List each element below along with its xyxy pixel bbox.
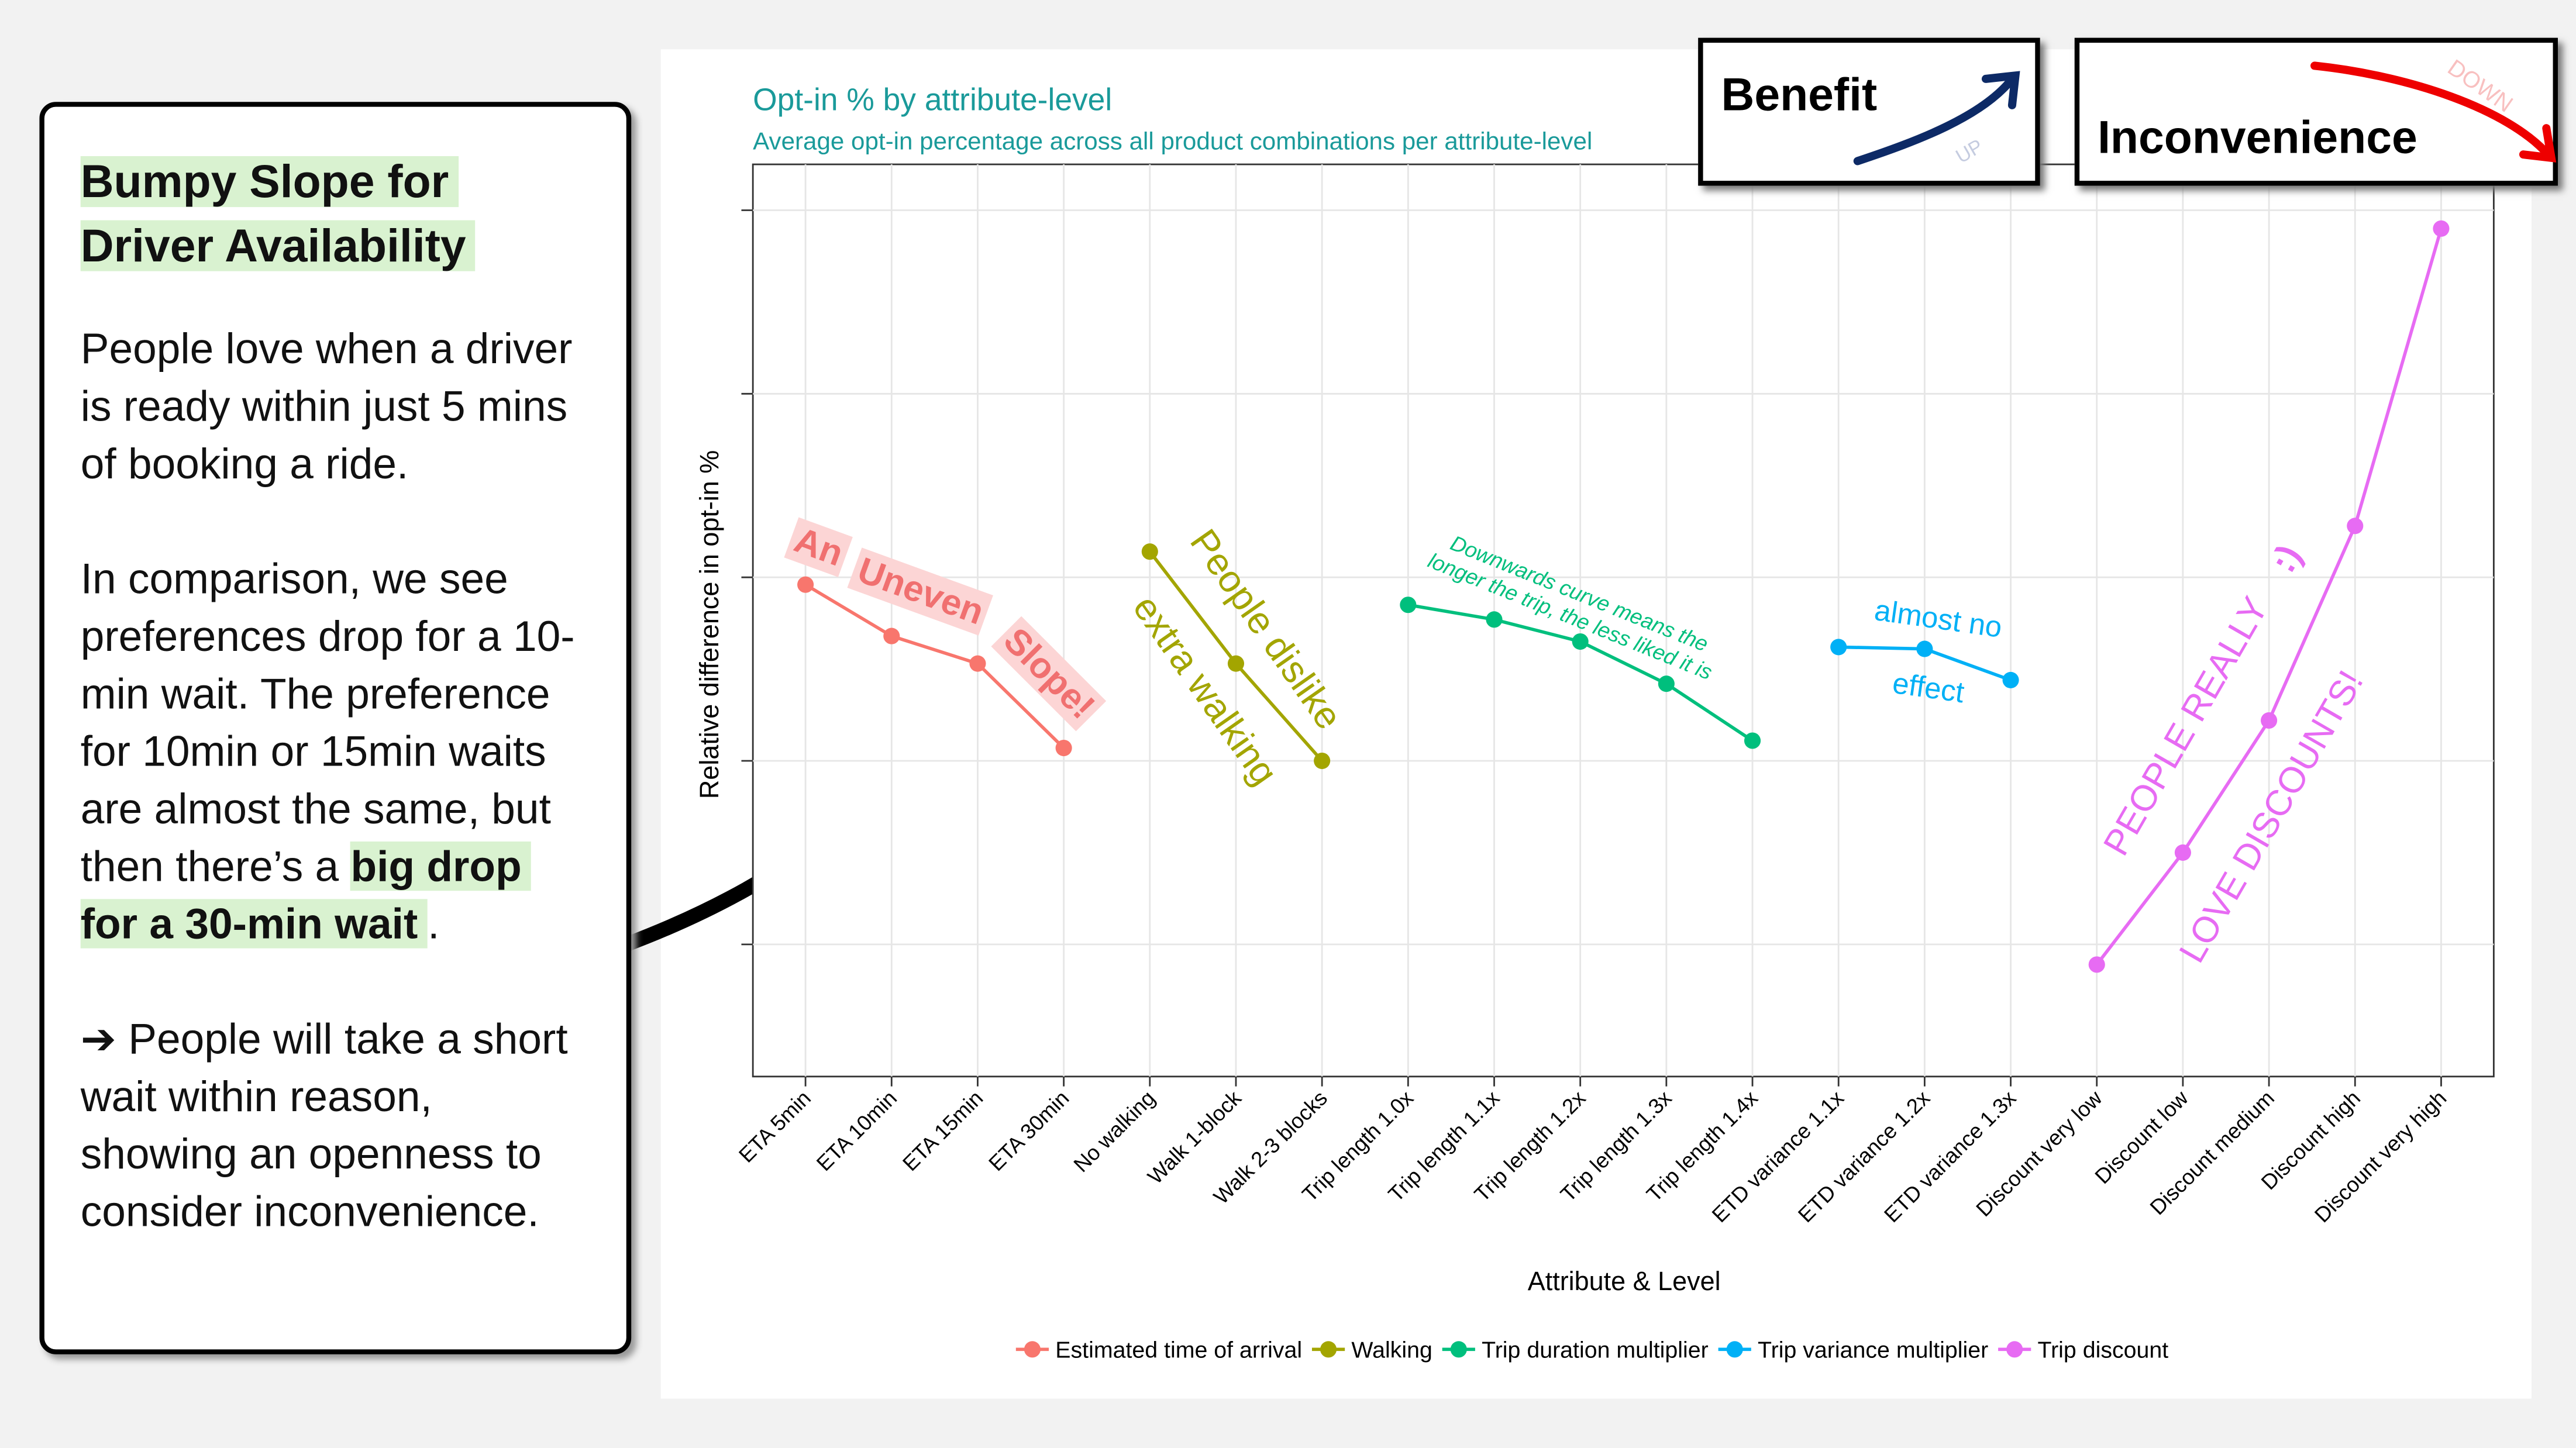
legend-label: Trip variance multiplier bbox=[1758, 1337, 1988, 1363]
point bbox=[1400, 597, 1417, 613]
text: . bbox=[428, 899, 440, 949]
point bbox=[797, 576, 814, 593]
point bbox=[2088, 956, 2105, 973]
legend-label: Trip duration multiplier bbox=[1482, 1337, 1709, 1363]
legend-swatch bbox=[1450, 1341, 1467, 1358]
text-panel: Bumpy Slope for Driver Availability Peop… bbox=[39, 102, 632, 1354]
point bbox=[1486, 611, 1503, 628]
point bbox=[1227, 655, 1245, 672]
benefit-label: Benefit bbox=[1721, 69, 1878, 120]
inconvenience-arrow bbox=[2310, 61, 2557, 163]
paragraph: In comparison, we see preferences drop f… bbox=[80, 550, 590, 953]
point bbox=[2433, 220, 2450, 237]
point bbox=[1314, 752, 1331, 770]
plot-area bbox=[752, 163, 2495, 1078]
benefit-box: Benefit UP bbox=[1698, 37, 2040, 186]
point bbox=[1055, 739, 1072, 757]
legend-swatch bbox=[2006, 1341, 2023, 1358]
point bbox=[1916, 640, 1933, 657]
text: In comparison, we see preferences drop f… bbox=[80, 554, 575, 891]
point bbox=[1830, 639, 1847, 656]
legend-swatch bbox=[1024, 1341, 1041, 1358]
panel-title-text: Bumpy Slope for Driver Availability bbox=[80, 156, 476, 271]
point bbox=[883, 628, 900, 644]
point bbox=[2002, 671, 2019, 688]
panel-title: Bumpy Slope for Driver Availability bbox=[80, 150, 590, 278]
paragraph: ➔ People will take a short wait within r… bbox=[80, 1014, 568, 1236]
y-axis-title: Relative difference in opt-in % bbox=[694, 450, 724, 799]
paragraph: People love when a driver is ready withi… bbox=[80, 323, 573, 488]
legend-swatch bbox=[1726, 1341, 1743, 1358]
inconvenience-label: Inconvenience bbox=[2098, 112, 2417, 163]
legend-label: Walking bbox=[1351, 1337, 1432, 1363]
legend-label: Trip discount bbox=[2038, 1337, 2169, 1363]
point bbox=[2174, 844, 2191, 861]
point bbox=[1572, 633, 1589, 650]
benefit-arrow bbox=[1853, 71, 2020, 166]
point bbox=[969, 655, 986, 672]
legend-label: Estimated time of arrival bbox=[1055, 1337, 1302, 1363]
x-axis-title: Attribute & Level bbox=[1528, 1266, 1721, 1296]
point bbox=[2347, 518, 2364, 535]
point bbox=[1658, 675, 1675, 692]
warning-mark: ! bbox=[965, 503, 982, 558]
point bbox=[1141, 543, 1158, 560]
chart-title: Opt-in % by attribute-level bbox=[753, 82, 1112, 117]
point bbox=[1744, 732, 1761, 749]
inconvenience-box: Inconvenience DOWN bbox=[2074, 37, 2558, 186]
point bbox=[2261, 712, 2278, 729]
legend-swatch bbox=[1320, 1341, 1337, 1358]
chart-subtitle: Average opt-in percentage across all pro… bbox=[753, 127, 1592, 155]
series-line bbox=[804, 583, 1065, 750]
